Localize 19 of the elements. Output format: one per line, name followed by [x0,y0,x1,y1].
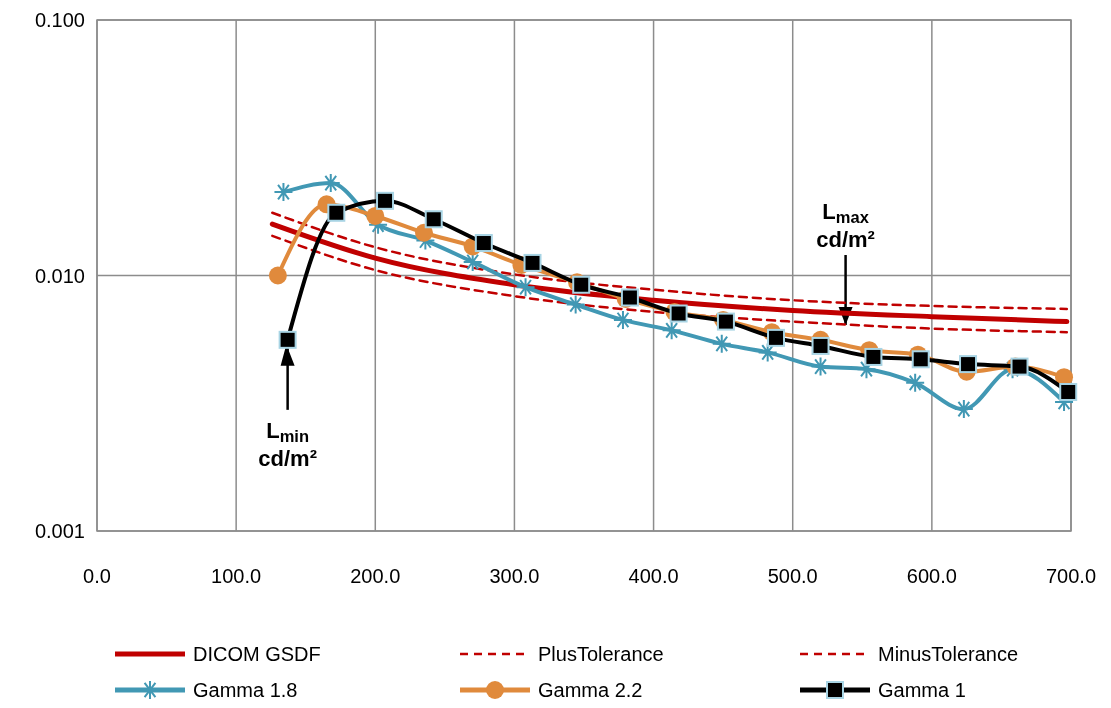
annotation: L$_{min}$ cd/m² [258,417,317,471]
y-tick-label: 0.100 [34,9,85,31]
legend-label: DICOM GSDF [193,643,321,665]
x-tick-label: 400.0 [628,565,679,587]
legend-label: Gamma 1 [878,679,966,701]
legend-label: PlusTolerance [538,643,664,665]
legend-label: MinusTolerance [878,643,1019,665]
annotation: L$_{max}$ cd/m² [816,199,875,253]
x-tick-label: 300.0 [489,565,540,587]
y-tick-label: 0.001 [34,520,85,542]
x-tick-label: 0.0 [83,565,111,587]
x-tick-label: 500.0 [767,565,818,587]
x-tick-label: 100.0 [211,565,262,587]
x-tick-label: 700.0 [1045,565,1097,587]
legend-label: Gamma 2.2 [538,679,643,701]
legend-label: Gamma 1.8 [193,679,298,701]
x-tick-label: 600.0 [906,565,957,587]
x-tick-label: 200.0 [350,565,401,587]
y-tick-label: 0.010 [34,264,85,287]
